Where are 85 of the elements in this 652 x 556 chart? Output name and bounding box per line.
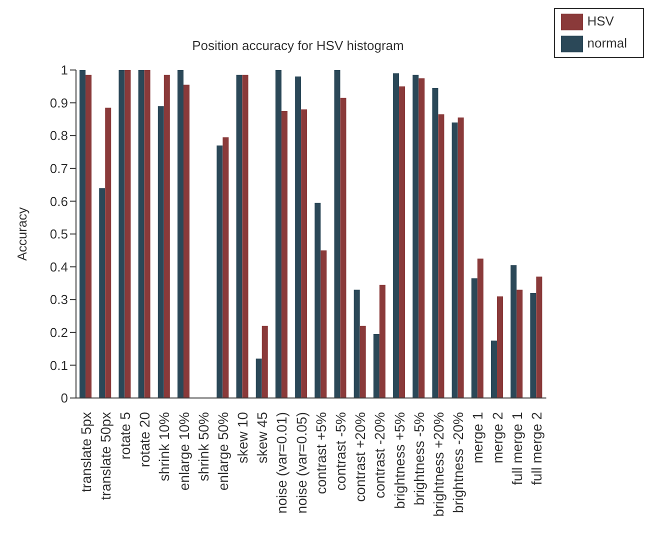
bar bbox=[177, 70, 184, 398]
bar bbox=[314, 202, 321, 398]
bar bbox=[412, 74, 419, 398]
bar bbox=[144, 70, 150, 398]
bar bbox=[334, 70, 340, 398]
y-tick-label: 0.6 bbox=[50, 194, 68, 209]
x-tick-label: contrast -5% bbox=[332, 412, 349, 491]
bar bbox=[490, 340, 497, 398]
bar bbox=[510, 265, 517, 398]
y-tick-label: 0.8 bbox=[50, 128, 68, 144]
bar bbox=[354, 290, 360, 398]
bar bbox=[471, 278, 478, 398]
bar bbox=[399, 86, 406, 398]
bar bbox=[236, 74, 242, 398]
x-tick-label: rotate 20 bbox=[136, 412, 153, 468]
x-tick-label: noise (var=0.05) bbox=[293, 412, 310, 514]
x-tick-label: skew 10 bbox=[234, 412, 251, 464]
bar bbox=[105, 108, 112, 398]
x-tick-label: contrast -20% bbox=[372, 412, 388, 498]
legend-label: normal bbox=[587, 35, 627, 50]
bar bbox=[496, 296, 503, 398]
x-tick-label: noise (var=0.01) bbox=[274, 412, 290, 514]
legend-label: HSV bbox=[587, 13, 614, 28]
bar bbox=[99, 188, 106, 398]
x-tick-label: enlarge 50% bbox=[214, 412, 231, 491]
bar bbox=[164, 74, 170, 398]
bar bbox=[301, 109, 308, 398]
bar bbox=[379, 284, 386, 398]
bar bbox=[452, 122, 458, 398]
x-tick-label: enlarge 10% bbox=[176, 412, 192, 491]
bar bbox=[124, 70, 131, 398]
bar bbox=[118, 70, 125, 398]
x-tick-label: brightness -5% bbox=[410, 412, 427, 506]
bar bbox=[80, 70, 86, 398]
y-tick-label: 0.3 bbox=[50, 292, 68, 308]
y-tick-label: 0 bbox=[60, 390, 68, 406]
bar bbox=[530, 293, 536, 398]
y-tick-label: 0.9 bbox=[50, 95, 68, 110]
bar bbox=[458, 118, 464, 398]
bar bbox=[373, 334, 380, 398]
y-tick-label: 1 bbox=[60, 62, 68, 78]
x-tick-label: full merge 2 bbox=[528, 412, 544, 486]
y-axis-title: Accuracy bbox=[14, 206, 30, 261]
chart-title: Position accuracy for HSV histogram bbox=[191, 38, 405, 53]
bar bbox=[418, 78, 425, 398]
bar bbox=[477, 258, 484, 398]
bar bbox=[158, 106, 164, 398]
bar bbox=[222, 137, 229, 398]
bar bbox=[393, 73, 400, 398]
x-tick-label: translate 5px bbox=[78, 412, 94, 492]
bar bbox=[262, 326, 268, 398]
x-tick-label: translate 50px bbox=[97, 412, 114, 500]
bar bbox=[242, 74, 248, 398]
x-tick-label: shrink 50% bbox=[195, 412, 212, 482]
bar bbox=[340, 98, 346, 398]
bar bbox=[86, 74, 92, 398]
x-tick-label: brightness -20% bbox=[450, 412, 466, 514]
x-tick-label: brightness +5% bbox=[391, 412, 408, 509]
x-tick-label: rotate 5 bbox=[116, 412, 133, 460]
bar bbox=[256, 358, 262, 398]
x-tick-label: merge 2 bbox=[489, 412, 506, 464]
y-tick-label: 0.4 bbox=[50, 259, 68, 274]
bar bbox=[320, 250, 327, 398]
x-tick-label: merge 1 bbox=[470, 412, 486, 464]
bar bbox=[275, 70, 282, 398]
bar bbox=[536, 276, 542, 398]
bar bbox=[183, 84, 190, 398]
x-tick-label: brightness +20% bbox=[430, 412, 446, 517]
bar bbox=[438, 114, 444, 398]
x-tick-label: full merge 1 bbox=[508, 412, 525, 486]
x-tick-label: contrast +20% bbox=[352, 412, 368, 502]
x-tick-label: contrast +5% bbox=[312, 412, 329, 494]
y-tick-label: 0.5 bbox=[50, 226, 68, 242]
y-tick-label: 0.1 bbox=[50, 358, 68, 373]
x-tick-label: shrink 10% bbox=[156, 412, 172, 482]
bar bbox=[516, 290, 523, 398]
bar bbox=[216, 145, 223, 398]
bar bbox=[138, 70, 144, 398]
x-tick-label: skew 45 bbox=[254, 412, 270, 464]
bar bbox=[281, 111, 288, 398]
bar bbox=[432, 88, 438, 398]
bar bbox=[360, 326, 366, 398]
y-tick-label: 0.7 bbox=[50, 161, 68, 176]
y-tick-label: 0.2 bbox=[50, 325, 68, 340]
bar bbox=[295, 76, 302, 398]
